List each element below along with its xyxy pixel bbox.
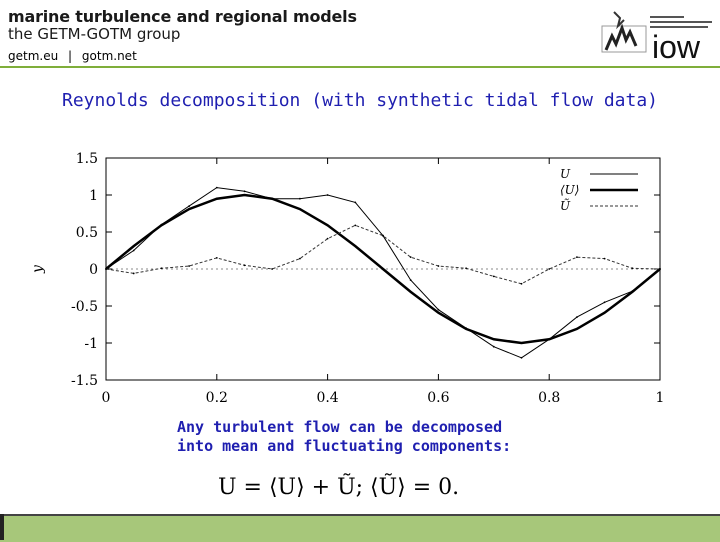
series-u-point — [132, 249, 135, 252]
series-mean-u-point — [188, 208, 191, 210]
series-u-point — [354, 201, 357, 204]
slide-title: Reynolds decomposition (with synthetic t… — [61, 90, 659, 111]
x-tick-label: 0.4 — [316, 390, 338, 406]
reynolds-formula: U = ⟨U⟩ + Ũ; ⟨Ũ⟩ = 0. — [218, 475, 460, 500]
series-fluct-u-point — [603, 257, 606, 260]
series-u-line — [105, 187, 661, 359]
series-mean-u-point — [354, 245, 357, 247]
x-tick-label: 0.2 — [206, 390, 228, 406]
series-mean-u-point — [382, 268, 384, 270]
series-fluct-u-line — [105, 224, 661, 285]
header-title: marine turbulence and regional models — [8, 7, 357, 26]
logo-text: iow — [652, 29, 701, 64]
series-mean-u-point — [437, 311, 440, 314]
header-divider — [0, 66, 720, 68]
y-tick-label: 1 — [89, 188, 98, 204]
series-fluct-u-point — [382, 234, 384, 237]
series-fluct-u-point — [520, 282, 523, 285]
series-fluct-u-point — [548, 268, 551, 270]
series-u-point — [520, 356, 523, 359]
series-fluct-u-point — [132, 272, 135, 275]
series-u-point — [326, 194, 329, 196]
y-tick-label: -1 — [84, 336, 98, 352]
series-mean-u-point — [271, 197, 274, 200]
series-mean-u-point — [631, 291, 634, 293]
series-fluct-u-point — [188, 265, 191, 267]
header-subtitle: the GETM-GOTM group — [8, 25, 181, 43]
series-mean-u-point — [548, 338, 551, 341]
series-fluct-u-point — [576, 256, 578, 259]
series-u-point — [603, 301, 606, 304]
description-line-1: Any turbulent flow can be decomposed — [177, 418, 503, 436]
logo-small-text — [650, 16, 712, 28]
legend-label: ⟨U⟩ — [560, 183, 579, 197]
series-u-point — [437, 308, 440, 311]
legend-label: Ũ — [560, 198, 571, 213]
description: Any turbulent flow can be decomposed int… — [177, 418, 511, 456]
footer-bar — [0, 514, 720, 542]
series-mean-u-point — [603, 311, 606, 314]
logo-wave-icon — [601, 11, 647, 53]
header-links: getm.eu | gotm.net — [8, 49, 137, 63]
series-fluct-u-point — [659, 268, 661, 270]
series-fluct-u-point — [354, 224, 357, 227]
series-u-point — [409, 279, 412, 281]
series-mean-u-point — [409, 291, 412, 293]
header-bar: marine turbulence and regional models th… — [0, 0, 720, 68]
y-tick-label: -1.5 — [71, 373, 98, 389]
series-mean-u-point — [299, 208, 301, 210]
series-fluct-u-point — [326, 237, 329, 240]
y-tick-label: 0 — [89, 262, 98, 278]
chart-legend: U ⟨U⟩Ũ — [560, 167, 638, 213]
series-mean-u-point — [520, 342, 523, 344]
chart-axes: 1.510.50-0.5-1-1.50 0.2 0.4 0.6 0.8 1y — [30, 151, 664, 406]
series-fluct-u-point — [215, 257, 218, 259]
y-tick-label: -0.5 — [71, 299, 98, 315]
x-tick-label: 0 — [102, 390, 111, 406]
series-mean-u-point — [132, 245, 135, 247]
series-fluct-u-point — [492, 275, 495, 278]
series-mean-u-point — [465, 328, 467, 330]
description-line-2: into mean and fluctuating components: — [177, 437, 512, 455]
reynolds-chart: 1.510.50-0.5-1-1.50 0.2 0.4 0.6 0.8 1y U⟨U⟩Ũ — [30, 151, 664, 406]
series-fluct-u-point — [299, 257, 301, 260]
series-mean-u-point — [215, 197, 218, 200]
y-tick-label: 1.5 — [76, 151, 98, 167]
series-fluct-u-point — [105, 268, 107, 270]
series-mean-u-point — [160, 224, 163, 227]
series-mean-u-point — [326, 224, 329, 227]
chart-lines — [105, 186, 661, 359]
series-mean-u-point — [243, 194, 246, 196]
x-tick-label: 0.6 — [427, 390, 449, 406]
x-tick-label: 0.8 — [538, 390, 560, 406]
series-mean-u-point — [492, 338, 495, 341]
legend-label: U — [560, 167, 571, 181]
link-gotm[interactable]: gotm.net — [81, 49, 137, 63]
footer-edge — [0, 514, 4, 540]
series-fluct-u-point — [631, 267, 634, 270]
y-axis-label: y — [30, 264, 46, 274]
series-u-point — [576, 316, 578, 318]
series-fluct-u-point — [271, 268, 274, 270]
link-getm[interactable]: getm.eu — [8, 49, 59, 63]
series-fluct-u-point — [437, 265, 440, 267]
series-u-point — [188, 205, 191, 207]
series-fluct-u-point — [243, 264, 246, 267]
y-tick-label: 0.5 — [76, 225, 98, 241]
series-u-point — [243, 190, 246, 193]
series-u-point — [299, 197, 301, 200]
series-u-point — [492, 345, 495, 348]
series-fluct-u-point — [160, 267, 163, 270]
series-u-point — [215, 186, 218, 189]
link-separator: | — [68, 49, 73, 63]
series-fluct-u-point — [465, 267, 467, 270]
series-mean-u-point — [576, 328, 578, 330]
iow-logo: iow — [601, 11, 712, 64]
x-tick-label: 1 — [656, 390, 665, 406]
series-fluct-u-point — [409, 256, 412, 259]
